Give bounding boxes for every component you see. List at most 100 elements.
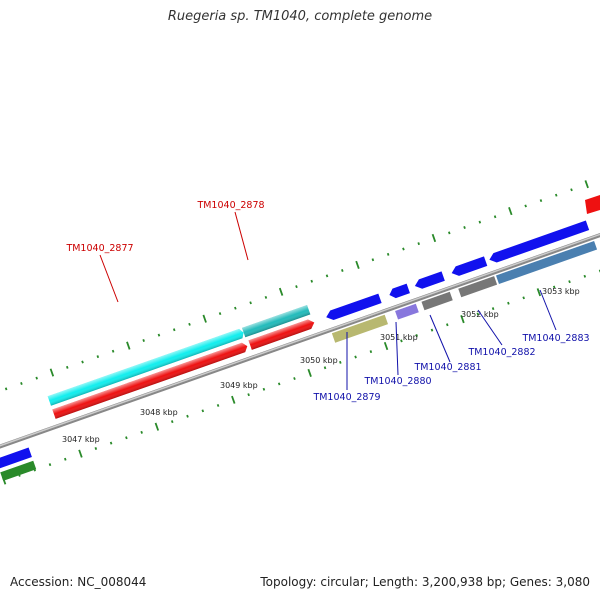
- tick-minor: [568, 280, 571, 284]
- tick-minor: [554, 193, 558, 197]
- tick-minor: [125, 436, 128, 440]
- gene-label-2878[interactable]: TM1040_2878: [196, 200, 264, 211]
- genome-axis: [0, 214, 600, 452]
- tick-row-inner: [1, 269, 600, 485]
- gene-label-2880[interactable]: TM1040_2880: [363, 376, 431, 387]
- tick-minor: [539, 199, 543, 203]
- tick-major: [431, 233, 437, 243]
- tick-minor: [524, 204, 527, 208]
- tick-minor: [570, 188, 573, 192]
- tick-minor: [598, 269, 600, 273]
- tick-minor: [446, 323, 449, 327]
- tick-minor: [293, 377, 296, 381]
- tick-minor: [35, 376, 38, 380]
- tick-minor: [478, 220, 482, 224]
- tick-minor: [172, 328, 176, 332]
- tick-major: [78, 449, 83, 458]
- tick-minor: [402, 247, 405, 251]
- tick-minor: [264, 295, 268, 299]
- tick-minor: [417, 242, 420, 246]
- tick-minor: [491, 307, 495, 311]
- tick-minor: [142, 338, 145, 342]
- tick-minor: [20, 382, 23, 386]
- tick-minor: [186, 414, 189, 418]
- scale-label-3047: 3047 kbp: [62, 435, 100, 444]
- tick-row-outer: [4, 180, 589, 391]
- tick-major: [307, 368, 312, 377]
- tick-minor: [295, 285, 298, 289]
- tick-minor: [64, 457, 67, 461]
- gene-2879-product[interactable]: [331, 314, 389, 343]
- scale-label-3049: 3049 kbp: [220, 381, 258, 390]
- gene-label-2882[interactable]: TM1040_2882: [467, 347, 535, 358]
- gene-2881-product[interactable]: [421, 291, 453, 311]
- tick-minor: [507, 301, 510, 305]
- tick-minor: [96, 355, 100, 359]
- tick-major: [460, 315, 465, 324]
- tick-minor: [325, 274, 329, 278]
- tick-minor: [415, 334, 418, 337]
- tick-major: [202, 314, 207, 323]
- gene-2882-product[interactable]: [458, 276, 498, 298]
- tick-minor: [448, 231, 451, 235]
- genome-title: Ruegeria sp. TM1040, complete genome: [167, 9, 433, 24]
- tick-minor: [476, 312, 480, 316]
- scale-label-3052: 3052 kbp: [461, 310, 499, 319]
- gene-leader-lines: [99, 211, 557, 390]
- gene-2877-cds[interactable]: [52, 341, 249, 419]
- tick-minor: [522, 296, 525, 300]
- tick-minor: [341, 269, 344, 273]
- gene-2883-product[interactable]: [495, 240, 598, 284]
- tick-minor: [201, 409, 205, 413]
- genome-summary-text: Topology: circular; Length: 3,200,938 bp…: [260, 575, 590, 589]
- gene-2877-forward-bar[interactable]: [47, 328, 246, 406]
- gene-edge-fragment[interactable]: [585, 195, 600, 214]
- tick-minor: [262, 387, 266, 391]
- gene-2882-cds[interactable]: [450, 256, 488, 277]
- gene-2879-cds[interactable]: [325, 293, 382, 322]
- tick-minor: [430, 328, 434, 332]
- tick-minor: [157, 333, 161, 337]
- gene-label-2877[interactable]: TM1040_2877: [65, 243, 133, 254]
- tick-minor: [218, 312, 222, 316]
- scale-label-3051: 3051 kbp: [380, 333, 418, 342]
- tick-major: [383, 341, 389, 351]
- gene-label-2879[interactable]: TM1040_2879: [312, 392, 380, 403]
- tick-major: [355, 260, 360, 269]
- tick-minor: [400, 339, 403, 343]
- tick-minor: [369, 350, 373, 354]
- tick-minor: [81, 360, 84, 364]
- tick-minor: [234, 306, 237, 310]
- tick-major: [584, 180, 589, 189]
- tick-major: [231, 395, 236, 404]
- gene-2880-product[interactable]: [395, 303, 419, 320]
- tick-major: [536, 288, 542, 297]
- tick-minor: [583, 274, 587, 278]
- gene-2880-cds[interactable]: [388, 283, 410, 300]
- gene-2878-cds[interactable]: [248, 318, 315, 350]
- tick-minor: [277, 382, 281, 386]
- gene-label-2881[interactable]: TM1040_2881: [413, 362, 481, 373]
- gene-prev-cds[interactable]: [0, 447, 32, 469]
- tick-major: [126, 341, 131, 350]
- tick-minor: [386, 252, 390, 256]
- scale-label-3050: 3050 kbp: [300, 356, 338, 365]
- scale-label-3053: 3053 kbp: [542, 287, 580, 296]
- tick-minor: [94, 447, 98, 450]
- tick-major: [154, 422, 160, 431]
- tick-minor: [339, 360, 342, 364]
- tick-minor: [354, 355, 357, 359]
- tick-minor: [170, 420, 174, 424]
- gene-prev-product[interactable]: [0, 460, 37, 481]
- tick-minor: [249, 301, 252, 305]
- tick-minor: [188, 322, 191, 326]
- gene-2878-forward-bar[interactable]: [241, 304, 311, 338]
- gene-2883-cds[interactable]: [488, 220, 590, 265]
- tick-major: [278, 287, 284, 296]
- tick-minor: [4, 387, 8, 391]
- gene-2881-cds[interactable]: [413, 271, 445, 290]
- tick-minor: [140, 430, 143, 434]
- tick-minor: [493, 215, 497, 219]
- gene-label-2883[interactable]: TM1040_2883: [521, 333, 589, 344]
